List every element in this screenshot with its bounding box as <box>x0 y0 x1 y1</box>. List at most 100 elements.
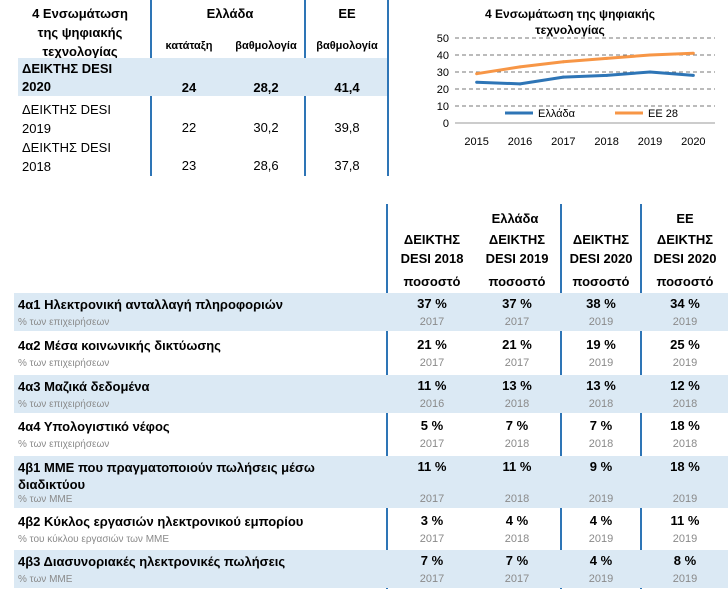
row-year: 2017 <box>419 573 445 585</box>
y-tick-label: 40 <box>437 50 449 62</box>
main-column-header: ΔΕΙΚΤΗΣ DESI 2019 ποσοστό <box>485 232 549 289</box>
x-tick-label: 2019 <box>638 136 662 148</box>
row-value: 18 % <box>670 418 700 433</box>
chart-svg: 0 10 20 30 40 50 2015 2016 2017 2018 2019 2020 Ελλάδ… <box>437 33 715 148</box>
x-tick-label: 2018 <box>594 136 618 148</box>
row-value: 8 % <box>673 553 697 568</box>
x-tick-label: 2017 <box>551 136 575 148</box>
x-tick-label: 2015 <box>464 136 488 148</box>
row-subtitle: % του κύκλου εργασιών των ΜΜΕ <box>18 534 170 545</box>
row-value: 21 % <box>502 337 532 352</box>
row-label: 4β3 Διασυνοριακές ηλεκτρονικές πωλήσεις <box>18 554 286 569</box>
row-value: 18 % <box>670 459 700 474</box>
row-value: 7 % <box>505 553 529 568</box>
row-value: 4 % <box>589 513 613 528</box>
row-value: 13 % <box>502 378 532 393</box>
x-tick-label: 2016 <box>508 136 532 148</box>
row-subtitle: % των ΜΜΕ <box>18 494 73 505</box>
row-year: 2019 <box>588 573 614 585</box>
row-year: 2018 <box>504 533 530 545</box>
row-label: 4α1 Ηλεκτρονική ανταλλαγή πληροφοριών <box>18 297 283 312</box>
summary-rank-value: 24 <box>181 80 197 95</box>
chart-title: 4 Ενσωμάτωση της ψηφιακής τεχνολογίας <box>485 7 655 37</box>
row-shade <box>14 456 728 508</box>
row-value: 7 % <box>589 418 613 433</box>
row-year: 2017 <box>504 573 530 585</box>
main-column-header: ΔΕΙΚΤΗΣ DESI 2020 ποσοστό <box>653 232 717 289</box>
summary-eu-value: 39,8 <box>334 120 360 135</box>
x-tick-label: 2020 <box>681 136 705 148</box>
row-year: 2017 <box>419 357 445 369</box>
row-value: 13 % <box>586 378 616 393</box>
summary-eu-header: ΕΕ <box>338 6 356 21</box>
data-point <box>648 53 652 57</box>
summary-score-value: 30,2 <box>253 120 279 135</box>
summary-rank-value: 22 <box>181 120 197 135</box>
row-subtitle: % των επιχειρήσεων <box>18 439 110 450</box>
row-value: 19 % <box>586 337 616 352</box>
summary-eu-value: 37,8 <box>334 158 360 173</box>
row-shade <box>14 550 728 588</box>
row-year: 2018 <box>504 438 530 450</box>
row-shade <box>14 375 728 413</box>
summary-score-header: βαθμολογία <box>235 40 297 52</box>
row-label: 4α2 Μέσα κοινωνικής δικτύωσης <box>18 338 221 353</box>
row-year: 2017 <box>419 533 445 545</box>
summary-row-label: ΔΕΙΚΤΗΣ DESI 2018 <box>22 140 111 174</box>
row-value: 11 % <box>502 459 532 474</box>
row-value: 3 % <box>420 513 444 528</box>
data-point <box>691 73 695 77</box>
row-value: 9 % <box>589 459 613 474</box>
row-label: 4α3 Μαζικά δεδομένα <box>18 379 150 394</box>
data-point <box>561 60 565 64</box>
row-year: 2019 <box>588 357 614 369</box>
legend-label: ΕΕ 28 <box>648 108 678 120</box>
row-subtitle: % των επιχειρήσεων <box>18 317 110 328</box>
summary-rank-value: 23 <box>181 158 197 173</box>
summary-rank-header: κατάταξη <box>165 40 213 52</box>
row-subtitle: % των ΜΜΕ <box>18 574 73 585</box>
summary-row-label: ΔΕΙΚΤΗΣ DESI 2020 <box>22 61 113 94</box>
main-eu-header: ΕΕ <box>676 211 694 226</box>
row-year: 2019 <box>672 316 698 328</box>
data-point <box>605 56 609 60</box>
row-year: 2017 <box>504 316 530 328</box>
row-year: 2018 <box>672 438 698 450</box>
row-year: 2018 <box>504 398 530 410</box>
row-value: 25 % <box>670 337 700 352</box>
summary-greece-header: Ελλάδα <box>206 6 254 21</box>
y-tick-label: 50 <box>437 33 449 45</box>
row-value: 11 % <box>417 459 447 474</box>
row-year: 2018 <box>588 398 614 410</box>
row-label: 4α4 Υπολογιστικό νέφος <box>18 419 170 434</box>
row-value: 7 % <box>505 418 529 433</box>
row-label: 4β2 Κύκλος εργασιών ηλεκτρονικού εμπορίο… <box>18 514 304 529</box>
row-year: 2019 <box>588 533 614 545</box>
row-value: 37 % <box>417 296 447 311</box>
row-year: 2019 <box>672 357 698 369</box>
row-year: 2017 <box>419 316 445 328</box>
y-tick-label: 0 <box>443 118 449 130</box>
row-year: 2016 <box>419 398 445 410</box>
data-point <box>648 70 652 74</box>
summary-eu-value: 41,4 <box>334 80 360 95</box>
row-year: 2019 <box>588 316 614 328</box>
summary-eu-score-header: βαθμολογία <box>316 40 378 52</box>
summary-title: 4 Ενσωμάτωση της ψηφιακής τεχνολογίας <box>32 6 128 59</box>
row-year: 2018 <box>504 493 530 505</box>
row-shade <box>14 293 728 331</box>
row-year: 2017 <box>419 438 445 450</box>
row-value: 4 % <box>589 553 613 568</box>
summary-divider-3 <box>387 0 389 176</box>
row-year: 2019 <box>588 493 614 505</box>
row-year: 2018 <box>588 438 614 450</box>
data-point <box>605 73 609 77</box>
row-year: 2018 <box>672 398 698 410</box>
row-year: 2019 <box>672 533 698 545</box>
summary-score-value: 28,6 <box>253 158 279 173</box>
y-tick-label: 30 <box>437 67 449 79</box>
row-year: 2017 <box>419 493 445 505</box>
series-line <box>476 51 694 76</box>
summary-row-2020 <box>18 58 387 96</box>
main-greece-header: Ελλάδα <box>491 211 539 226</box>
